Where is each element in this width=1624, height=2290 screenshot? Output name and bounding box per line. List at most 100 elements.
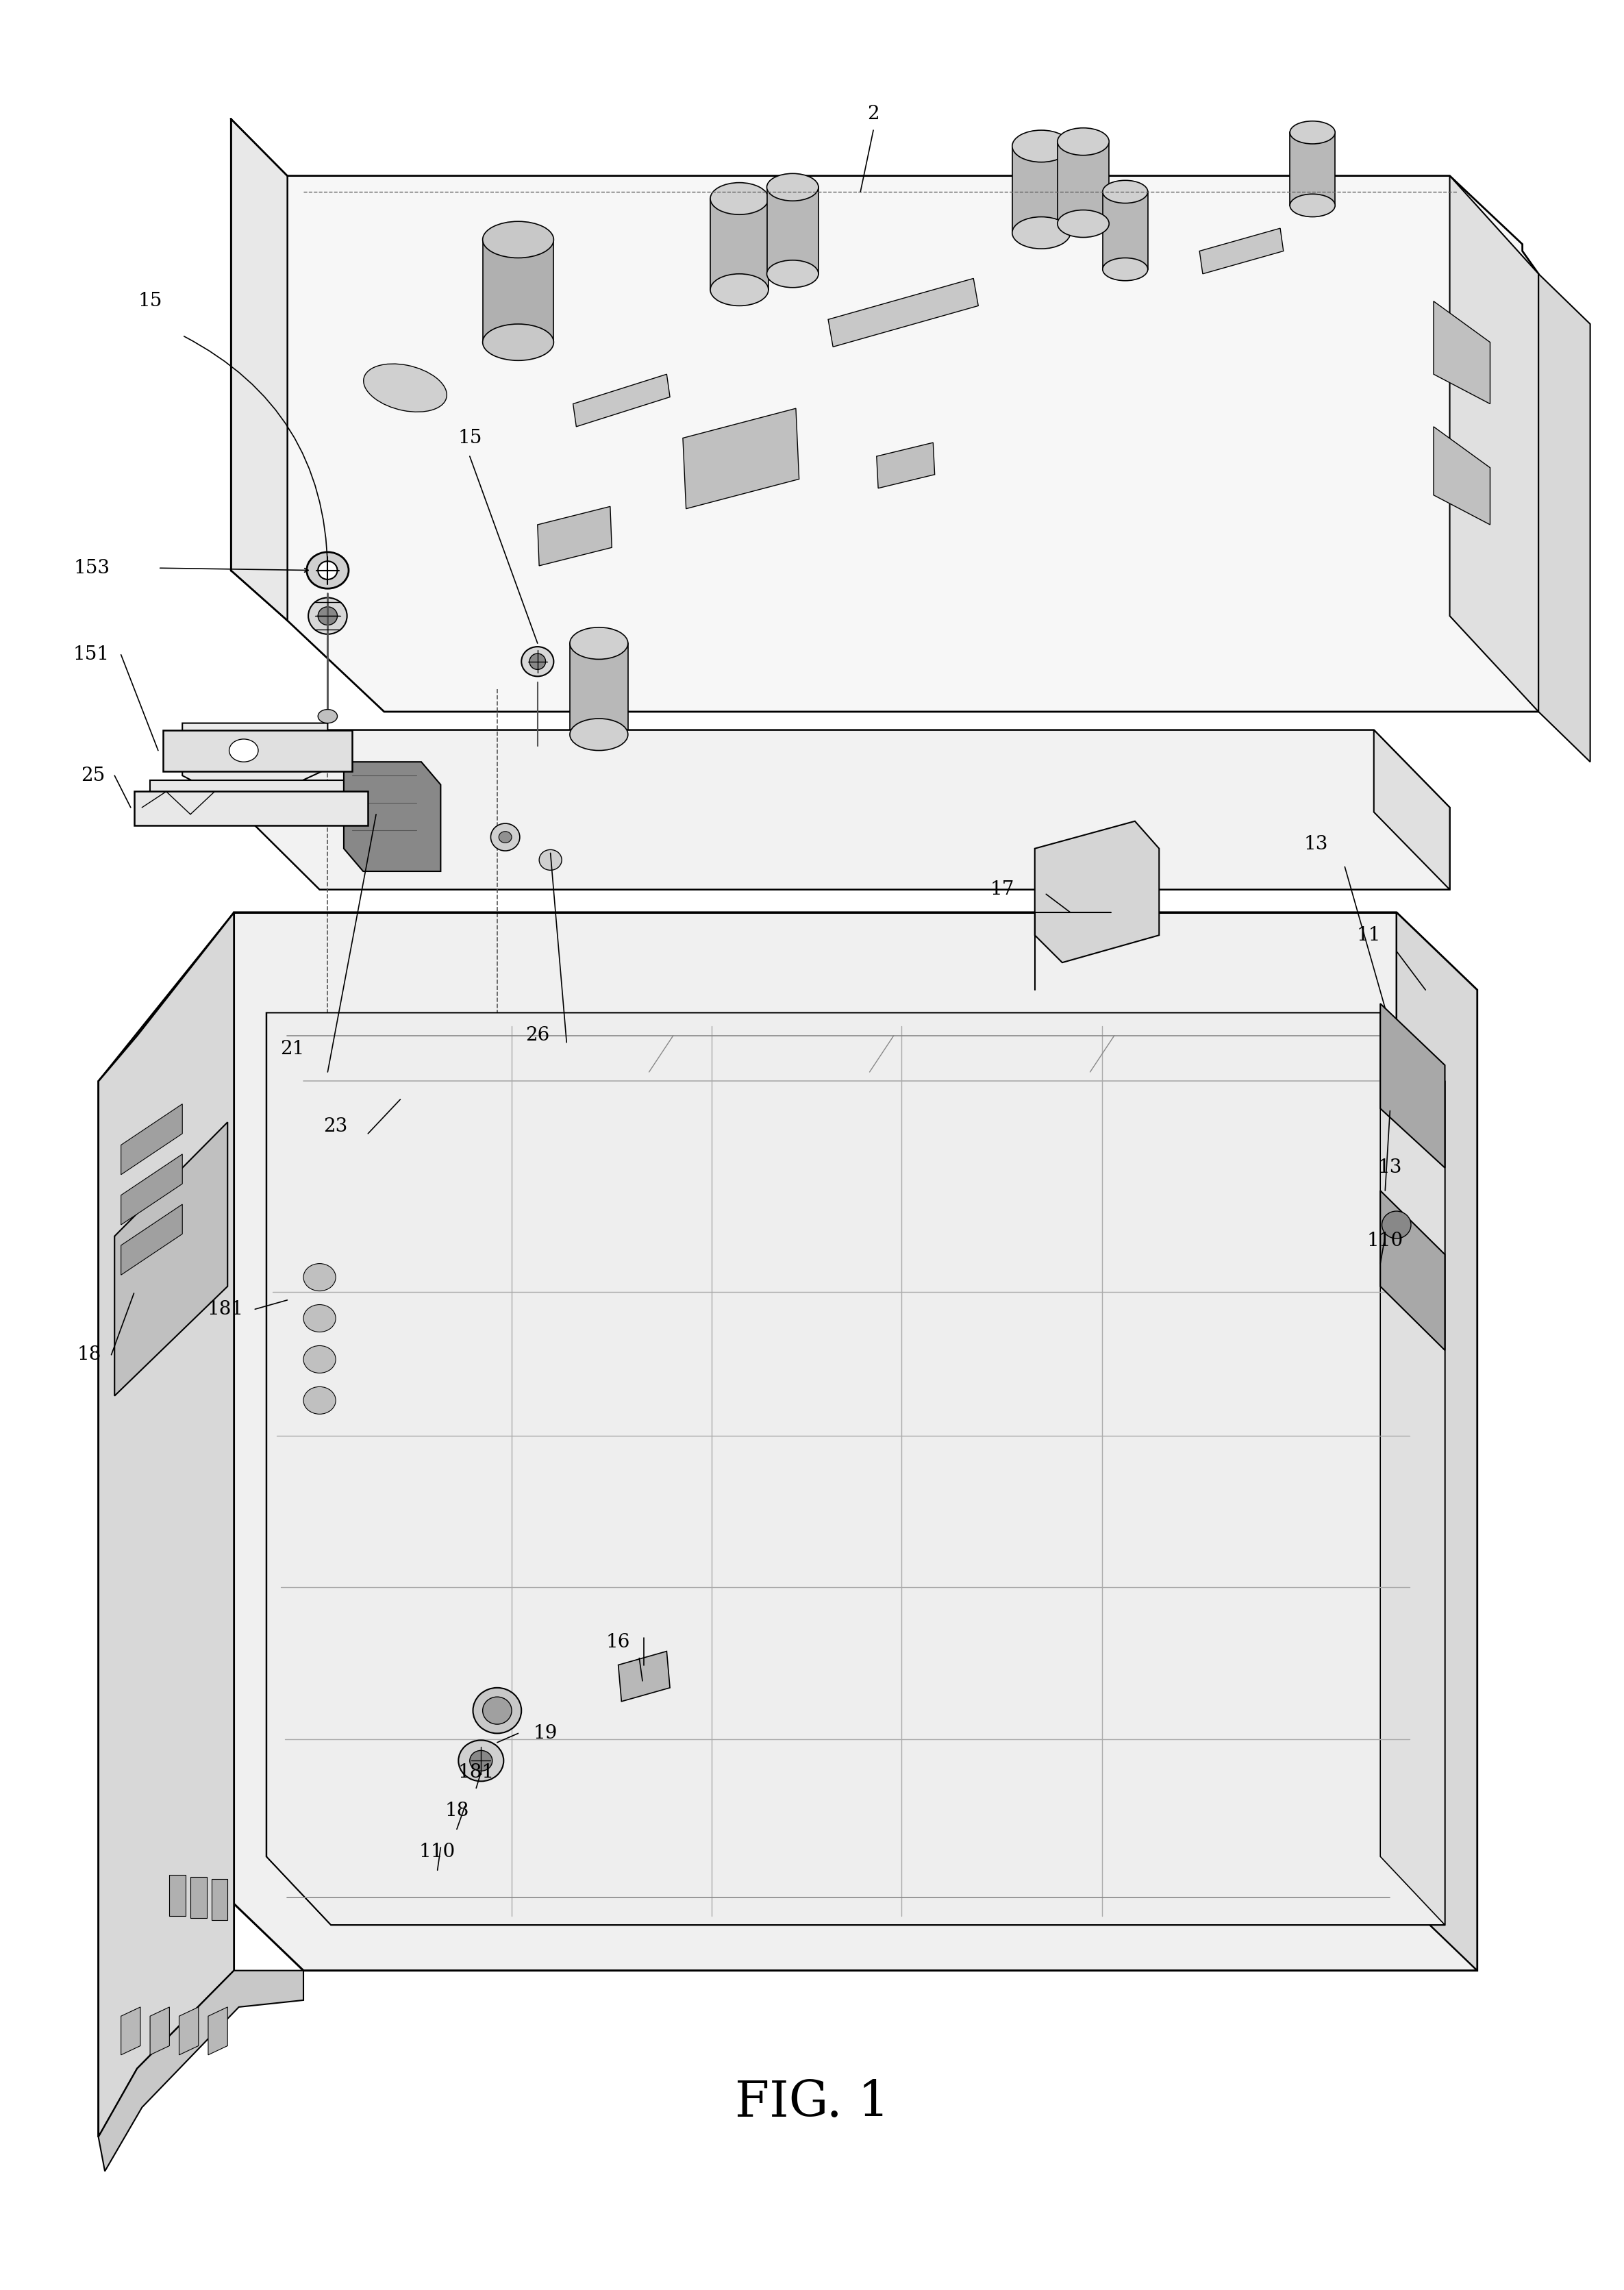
Ellipse shape (710, 275, 768, 307)
Ellipse shape (239, 737, 250, 747)
Ellipse shape (1289, 121, 1335, 144)
Text: 18: 18 (78, 1347, 102, 1365)
Ellipse shape (1289, 195, 1335, 218)
Ellipse shape (1103, 181, 1148, 204)
Polygon shape (122, 1205, 182, 1276)
Text: 13: 13 (1304, 836, 1328, 854)
Polygon shape (828, 279, 978, 346)
Polygon shape (1380, 1003, 1445, 1168)
Text: 110: 110 (419, 1843, 456, 1862)
Polygon shape (1434, 302, 1491, 403)
Ellipse shape (304, 1264, 336, 1292)
Ellipse shape (570, 627, 628, 660)
Polygon shape (266, 1012, 1445, 1926)
Polygon shape (122, 1154, 182, 1225)
Text: 11: 11 (1356, 925, 1380, 943)
Polygon shape (1034, 822, 1160, 962)
Ellipse shape (1103, 259, 1148, 282)
Ellipse shape (307, 552, 349, 589)
Polygon shape (344, 763, 440, 870)
Text: 18: 18 (445, 1802, 469, 1821)
Ellipse shape (482, 323, 554, 360)
Polygon shape (573, 373, 671, 426)
Text: 2: 2 (867, 105, 879, 124)
Polygon shape (710, 199, 768, 291)
Polygon shape (767, 188, 818, 275)
Text: 19: 19 (534, 1724, 557, 1743)
Polygon shape (99, 911, 234, 2137)
Polygon shape (1200, 229, 1283, 275)
Text: 110: 110 (1367, 1232, 1403, 1250)
Text: FIG. 1: FIG. 1 (734, 2079, 890, 2127)
Polygon shape (182, 724, 328, 808)
Polygon shape (122, 2006, 140, 2054)
Ellipse shape (364, 364, 447, 412)
Polygon shape (222, 911, 1478, 1969)
Ellipse shape (304, 1388, 336, 1415)
Ellipse shape (469, 1750, 492, 1770)
Text: 15: 15 (458, 428, 482, 447)
Ellipse shape (499, 831, 512, 843)
Polygon shape (538, 506, 612, 566)
Ellipse shape (309, 598, 348, 634)
Polygon shape (133, 792, 369, 827)
Polygon shape (99, 911, 234, 2137)
Polygon shape (231, 119, 287, 621)
Polygon shape (1057, 142, 1109, 224)
Polygon shape (149, 781, 344, 822)
Ellipse shape (304, 1347, 336, 1374)
Text: 153: 153 (73, 559, 110, 577)
Ellipse shape (304, 1305, 336, 1333)
Ellipse shape (521, 646, 554, 676)
Ellipse shape (1012, 131, 1070, 163)
Ellipse shape (482, 1697, 512, 1724)
Ellipse shape (767, 174, 818, 202)
Ellipse shape (318, 710, 338, 724)
Ellipse shape (710, 183, 768, 215)
Polygon shape (619, 1651, 671, 1701)
Text: 25: 25 (81, 767, 106, 785)
Text: 26: 26 (526, 1026, 549, 1044)
Text: 23: 23 (323, 1118, 348, 1136)
Ellipse shape (473, 1688, 521, 1734)
Polygon shape (115, 1122, 227, 1397)
Polygon shape (570, 643, 628, 735)
Polygon shape (1538, 275, 1590, 763)
Ellipse shape (1382, 1211, 1411, 1239)
Polygon shape (169, 1876, 185, 1917)
Ellipse shape (529, 653, 546, 669)
Polygon shape (1012, 147, 1070, 234)
Ellipse shape (229, 740, 258, 763)
Ellipse shape (231, 733, 257, 751)
Ellipse shape (318, 607, 338, 625)
Polygon shape (1450, 176, 1538, 712)
Polygon shape (1397, 911, 1478, 1969)
Polygon shape (122, 1104, 182, 1175)
Ellipse shape (458, 1740, 503, 1782)
Polygon shape (208, 2006, 227, 2054)
Polygon shape (162, 731, 352, 772)
Polygon shape (1434, 426, 1491, 524)
Polygon shape (99, 1969, 304, 2171)
Ellipse shape (490, 824, 520, 852)
Text: 13: 13 (1377, 1159, 1402, 1177)
Text: 181: 181 (208, 1301, 244, 1319)
Ellipse shape (1057, 211, 1109, 238)
Polygon shape (1380, 1191, 1445, 1351)
Text: 15: 15 (138, 291, 162, 311)
Polygon shape (179, 2006, 198, 2054)
Text: 181: 181 (458, 1763, 494, 1782)
Polygon shape (287, 176, 1538, 712)
Polygon shape (1380, 1012, 1445, 1926)
Polygon shape (482, 240, 554, 341)
Polygon shape (1289, 133, 1335, 206)
Polygon shape (877, 442, 935, 488)
Text: 17: 17 (991, 879, 1015, 900)
Ellipse shape (539, 850, 562, 870)
Ellipse shape (318, 561, 338, 579)
Polygon shape (244, 731, 1450, 889)
Ellipse shape (570, 719, 628, 751)
Polygon shape (682, 408, 799, 508)
Polygon shape (190, 1878, 206, 1919)
Polygon shape (211, 1880, 227, 1921)
